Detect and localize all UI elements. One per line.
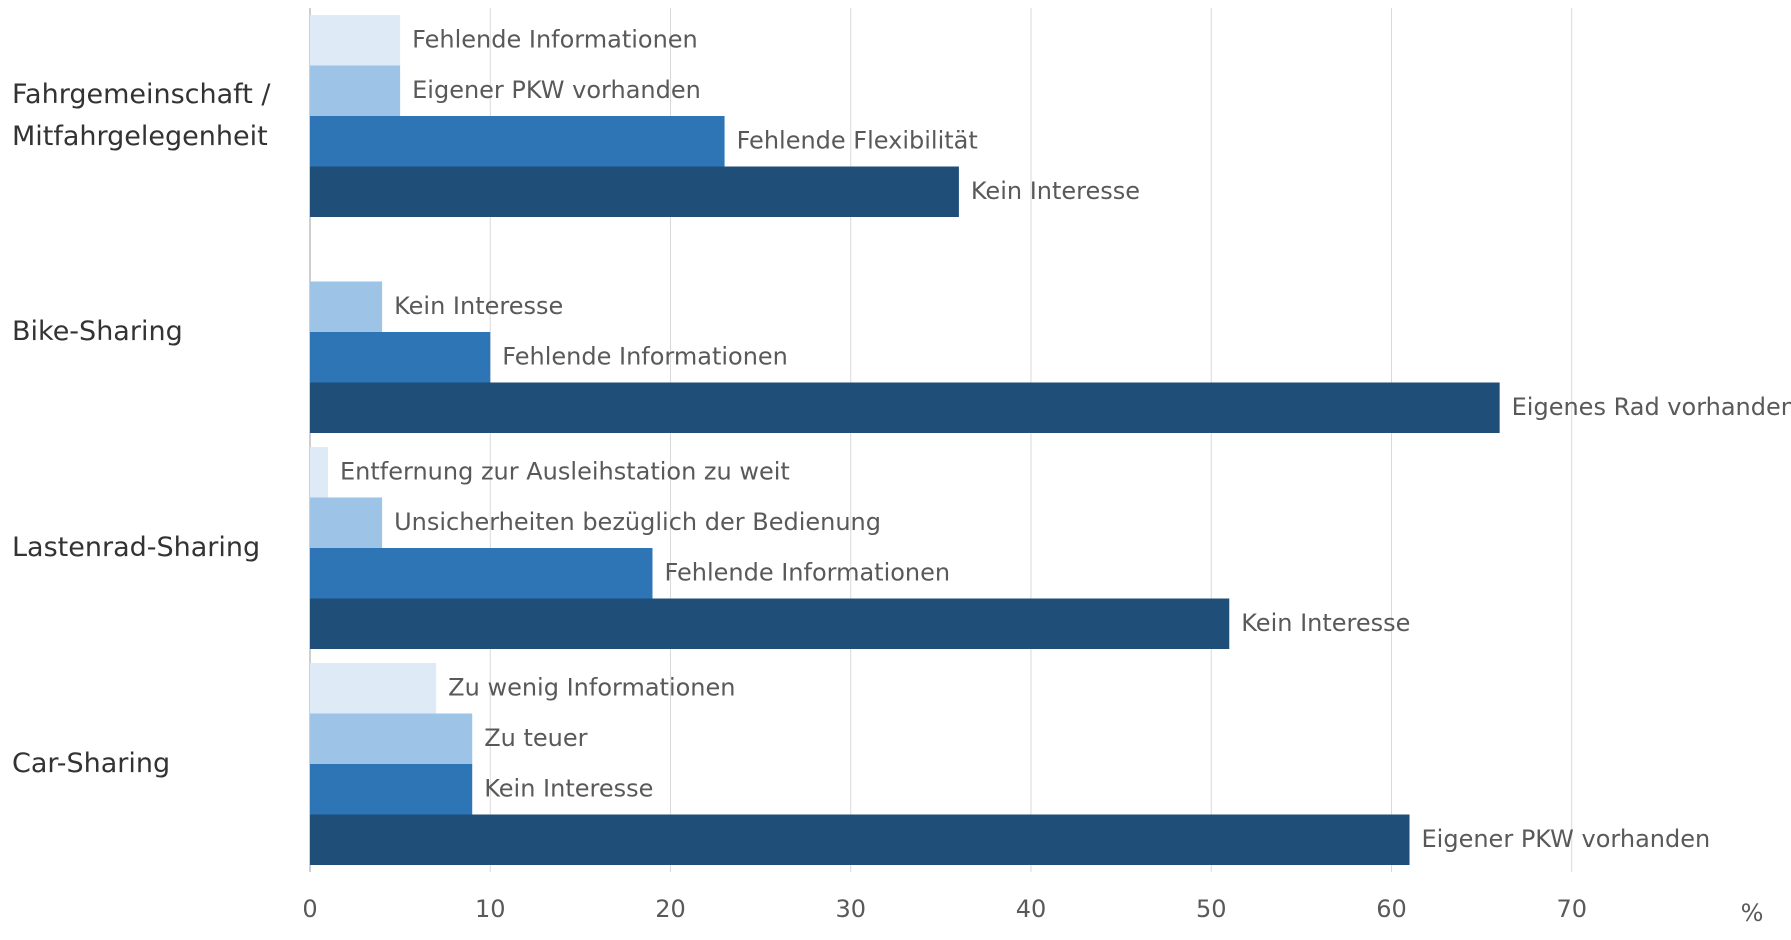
category-label: Car-Sharing: [12, 748, 171, 779]
x-tick-label: 40: [1016, 895, 1047, 923]
x-tick-label: 70: [1556, 895, 1587, 923]
bar-label: Kein Interesse: [1241, 609, 1410, 637]
bar-label: Eigener PKW vorhanden: [1422, 825, 1711, 853]
bar-label: Kein Interesse: [394, 292, 563, 320]
bar: [310, 713, 473, 764]
bar-label: Fehlende Flexibilität: [737, 126, 978, 154]
bar: [310, 65, 401, 116]
bar-label: Kein Interesse: [484, 774, 653, 802]
bar-label: Kein Interesse: [971, 177, 1140, 205]
x-tick-label: 30: [835, 895, 866, 923]
bar: [310, 447, 329, 498]
bar-label: Fehlende Informationen: [664, 558, 950, 586]
bar: [310, 166, 959, 217]
bar: [310, 497, 383, 548]
x-tick-label: 50: [1196, 895, 1227, 923]
x-tick-label: 20: [655, 895, 686, 923]
bar-label: Eigener PKW vorhanden: [412, 76, 701, 104]
category-label: Lastenrad-Sharing: [12, 532, 261, 563]
category-label: Fahrgemeinschaft / Mitfahrgelegenheit: [12, 79, 271, 152]
bar: [310, 281, 383, 332]
bar-label: Unsicherheiten bezüglich der Bedienung: [394, 508, 881, 536]
bar: [310, 15, 401, 66]
bar-label: Eigenes Rad vorhanden: [1512, 393, 1791, 421]
bar: [310, 116, 725, 167]
bar-label: Zu wenig Informationen: [448, 673, 735, 701]
bar: [310, 764, 473, 815]
bar: [310, 598, 1230, 649]
bar: [310, 663, 437, 714]
x-tick-label: 60: [1376, 895, 1407, 923]
bar-label: Fehlende Informationen: [502, 342, 788, 370]
bar: [310, 332, 491, 383]
bar-label: Zu teuer: [484, 724, 587, 752]
bar: [310, 382, 1500, 433]
bar: [310, 548, 653, 599]
x-tick-label: 0: [302, 895, 317, 923]
bar: [310, 814, 1410, 865]
bar-label: Fehlende Informationen: [412, 25, 698, 53]
x-unit: %: [1741, 899, 1764, 927]
x-tick-label: 10: [475, 895, 506, 923]
bar-label: Entfernung zur Ausleihstation zu weit: [340, 457, 790, 485]
category-label: Bike-Sharing: [12, 316, 183, 347]
